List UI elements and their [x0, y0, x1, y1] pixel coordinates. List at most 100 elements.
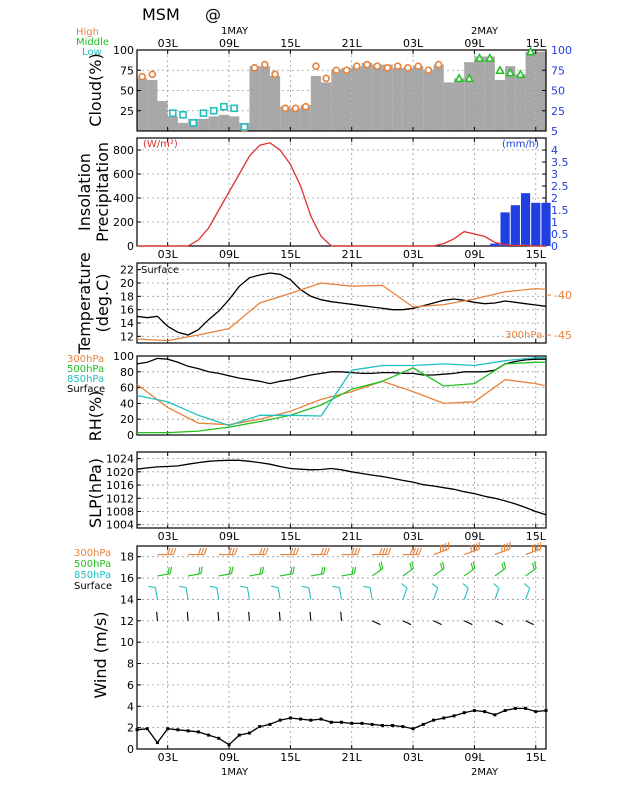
temperature-300hpa-line	[136, 282, 547, 342]
wind-ytick-label: 6	[127, 679, 134, 692]
insolation-xtick-label: 09L	[219, 248, 240, 261]
cloud-middle-marker	[474, 53, 485, 62]
wind-surface-speed-marker	[155, 741, 159, 745]
wind-barb-300hpa-flag	[197, 547, 202, 555]
wind-barb-500hpa-flag	[167, 567, 170, 575]
cloud-bar	[464, 62, 475, 131]
wind-barb-850hpa	[216, 587, 220, 600]
wind-surface-speed-line	[136, 707, 547, 746]
cloud-bar	[505, 66, 516, 131]
wind-ytick-label: 16	[120, 572, 134, 585]
slp-xtick-label: 15L	[280, 530, 301, 543]
cloud-high-marker	[363, 60, 371, 69]
wind-barb-500hpa-flag	[411, 561, 415, 569]
wind-barb-500hpa-flag	[409, 562, 413, 570]
cloud-legend-high: High	[76, 27, 99, 38]
date-label-top-2: 2MAY	[471, 26, 499, 37]
wind-surface-speed-marker	[421, 722, 425, 726]
rh-legend-500hpa: 500hPa	[67, 364, 104, 375]
wind-surface-speed-marker	[350, 721, 354, 725]
rh-ytick-label: 80	[120, 366, 134, 379]
wind-surface-speed-marker	[544, 709, 548, 713]
wind-barb-300hpa-flag	[234, 547, 238, 555]
precip-bar	[490, 243, 500, 246]
cloud-xtick-label-top: 09L	[219, 37, 240, 50]
insolation-ylabel-1: Insolation	[75, 153, 94, 231]
wind-ytick-label: 12	[120, 615, 134, 628]
wind-barb-850hpa	[246, 587, 251, 600]
cloud-bar	[443, 82, 454, 131]
slp-xtick-label: 09L	[219, 530, 240, 543]
wind-surface-speed-marker	[524, 706, 528, 710]
wind-barb-300hpa-flag	[172, 547, 177, 555]
cloud-bar	[402, 67, 414, 131]
wind-barb-500hpa-flag	[169, 566, 173, 574]
cloud-high-marker	[342, 66, 351, 75]
cloud-high-marker	[404, 64, 412, 72]
wind-barb-850hpa	[154, 587, 158, 600]
cloud-bar	[290, 108, 301, 131]
slp-frame	[136, 451, 547, 529]
wind-surface-speed-marker	[483, 710, 487, 714]
wind-barb-surface	[278, 611, 281, 621]
wind-barb-500hpa-flag	[353, 566, 357, 574]
cloud-high-marker	[322, 74, 330, 83]
cloud-high-marker	[434, 60, 443, 69]
wind-barb-300hpa-flag	[262, 547, 266, 555]
insolation-xtick-label: 03L	[158, 248, 179, 261]
cloud-xtick-label-top: 21L	[342, 37, 363, 50]
wind-surface-speed-marker	[503, 709, 507, 713]
slp-ytick-label: 1024	[106, 453, 134, 466]
cloud-xtick-label-top: 15L	[526, 37, 547, 50]
wind-surface-speed-marker	[166, 727, 170, 731]
precip-right-tick-label: 0	[551, 240, 558, 253]
cloud-high-marker	[383, 64, 392, 72]
wind-barb-500hpa-flag	[440, 562, 443, 570]
wind-barb-500hpa-flag	[261, 566, 265, 574]
temperature-surface-line	[136, 272, 547, 336]
cloud-middle-marker	[454, 73, 464, 83]
insolation-ytick-label: 0	[127, 240, 134, 253]
wind-barb-300hpa-flag	[384, 547, 389, 555]
wind-barb-300hpa-flag	[356, 547, 361, 555]
wind-ytick-label: 0	[127, 743, 134, 756]
wind-barb-500hpa-flag	[472, 561, 476, 569]
wind-barb-300hpa-flag	[387, 547, 392, 555]
wind-barb-850hpa-flag	[148, 585, 156, 589]
wind-surface-speed-marker	[196, 730, 200, 734]
wind-barb-300hpa-flag	[323, 547, 327, 555]
cloud-bar	[382, 64, 393, 131]
wind-surface-speed-marker	[299, 717, 303, 721]
precip-bar	[541, 202, 551, 246]
wind-barb-300hpa-flag	[231, 547, 235, 555]
rh-ytick-label: 100	[113, 350, 134, 363]
slp-ytick-label: 1004	[106, 519, 134, 532]
wind-barb-500hpa-flag	[378, 562, 382, 570]
wind-surface-speed-marker	[237, 733, 241, 737]
cloud-ylabel: Cloud(%)	[86, 53, 105, 126]
cloud-bar	[280, 106, 291, 131]
cloud-middle-marker	[505, 67, 515, 77]
cloud-high-marker	[261, 60, 269, 69]
temperature-frame	[136, 262, 547, 344]
insolation-ytick-label: 600	[113, 168, 134, 181]
cloud-bar	[310, 75, 322, 131]
wind-barb-500hpa-flag	[380, 561, 384, 569]
cloud-bar	[515, 74, 526, 131]
wind-surface-speed-marker	[493, 713, 497, 717]
wind-frame	[136, 545, 547, 750]
wind-barb-500hpa-flag	[501, 562, 505, 570]
wind-barb-300hpa-flag	[167, 547, 171, 555]
wind-barb-surface	[217, 611, 220, 621]
cloud-bar	[392, 67, 403, 131]
wind-barb-surface	[309, 611, 312, 621]
cloud-middle-marker	[485, 53, 495, 62]
precip-right-tick-label: 3	[551, 168, 558, 181]
cloud-high-marker	[291, 104, 300, 113]
precip-right-unit: (mm/h)	[502, 139, 539, 150]
wind-surface-speed-marker	[452, 714, 456, 718]
wind-barb-surface	[371, 620, 381, 626]
wind-surface-speed-marker	[462, 711, 466, 715]
insolation-line	[137, 142, 546, 247]
precip-right-tick-label: 4	[551, 144, 558, 157]
